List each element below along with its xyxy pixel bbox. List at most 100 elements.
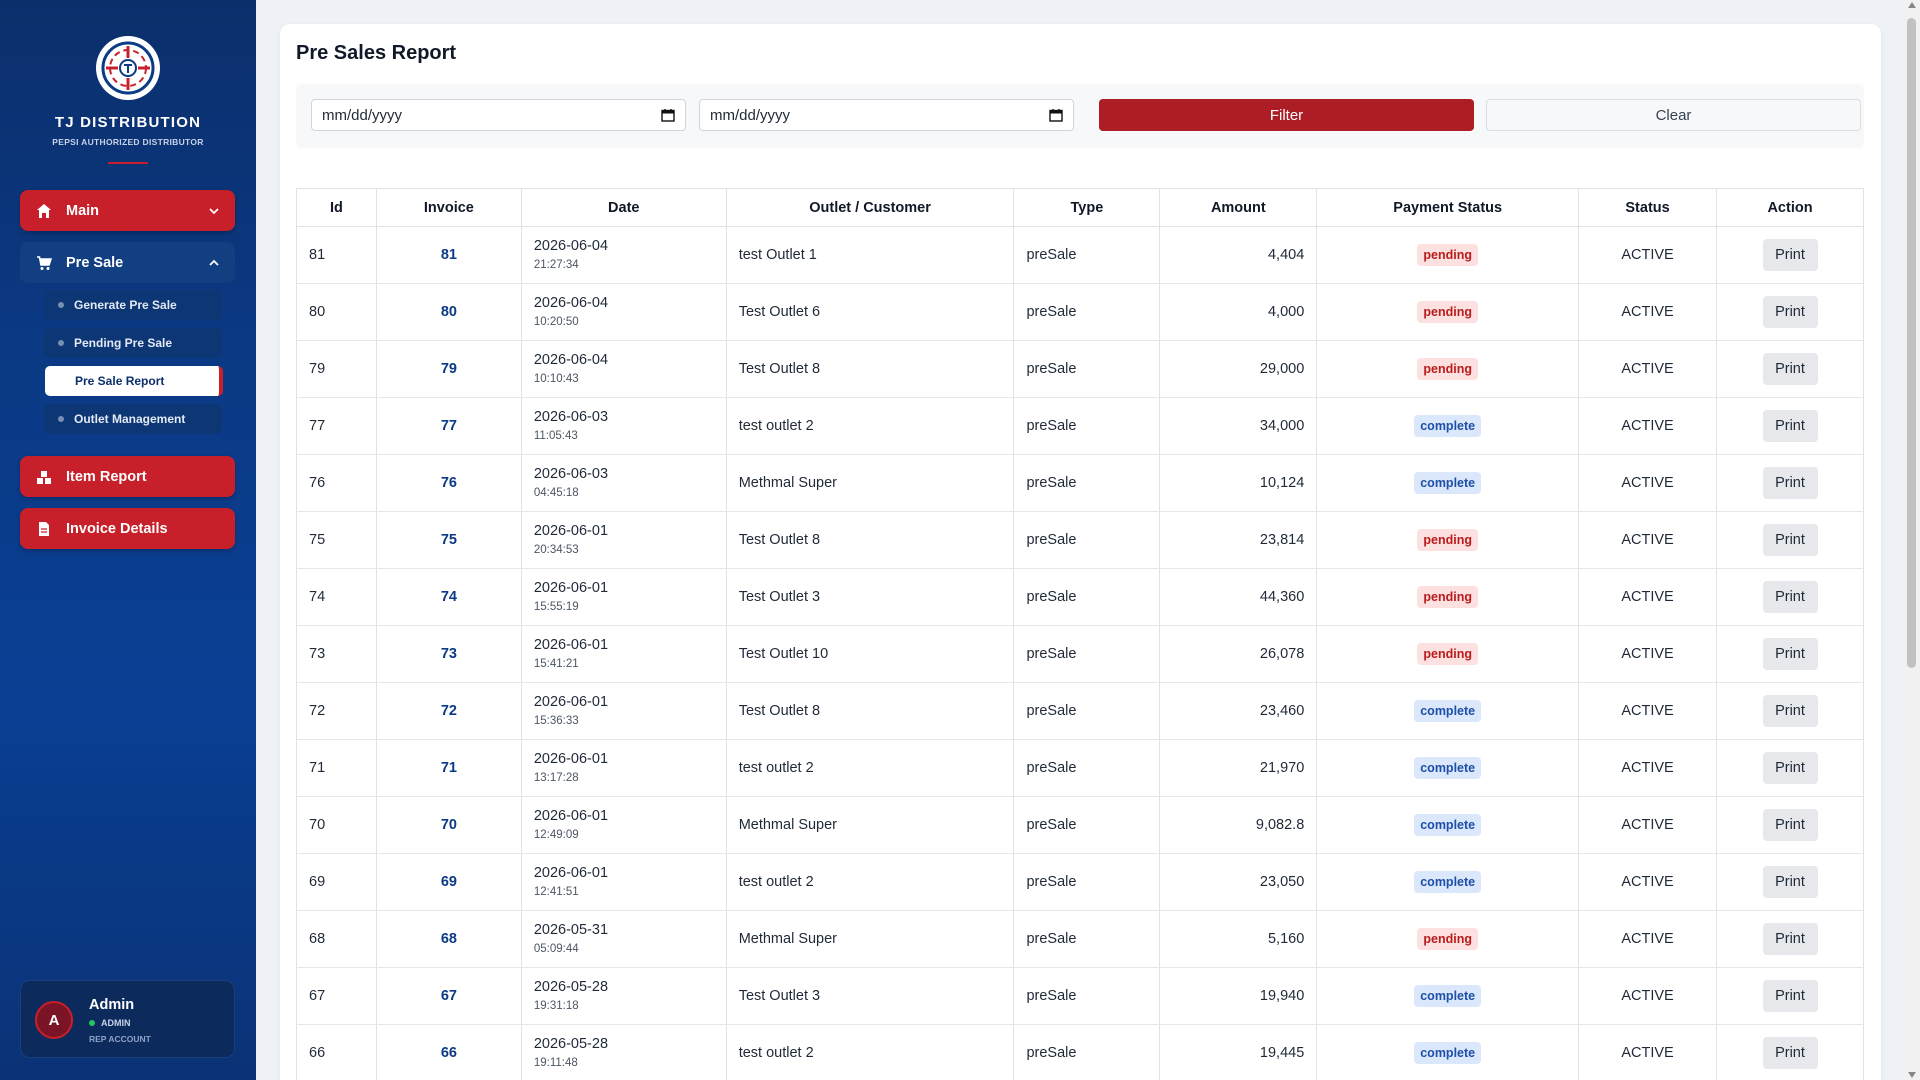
filter-button[interactable]: Filter — [1099, 99, 1474, 131]
cell-amount: 19,940 — [1159, 967, 1318, 1025]
cell-date-value: 2026-06-04 — [533, 352, 609, 368]
table-row: 70 70 2026-06-01 12:49:09 Methmal Super preSa… — [296, 796, 1864, 854]
page-title: Pre Sales Report — [296, 42, 457, 64]
cell-type: preSale — [1013, 454, 1161, 512]
cell-invoice[interactable]: 67 — [375, 967, 522, 1025]
from-date-input[interactable]: mm/dd/yyyy — [311, 99, 686, 131]
print-button[interactable]: Print — [1762, 467, 1818, 499]
payment-status-badge: pending — [1417, 244, 1478, 266]
cell-amount: 44,360 — [1159, 568, 1318, 626]
cell-type: preSale — [1013, 283, 1161, 341]
cell-amount: 9,082.8 — [1159, 796, 1318, 854]
cell-payment-status: pending — [1316, 568, 1580, 626]
scrollbar[interactable] — [1903, 0, 1920, 1080]
cell-invoice[interactable]: 79 — [375, 340, 522, 398]
cell-time-value: 12:41:51 — [533, 886, 579, 898]
cell-status: ACTIVE — [1578, 397, 1718, 455]
submenu-generate-pre-sale[interactable]: Generate Pre Sale — [44, 290, 222, 320]
submenu-outlet-management[interactable]: Outlet Management — [44, 404, 222, 434]
submenu-pre-sale-report[interactable]: Pre Sale Report — [45, 366, 223, 396]
print-button[interactable]: Print — [1762, 353, 1818, 385]
cell-outlet: test outlet 2 — [725, 397, 1015, 455]
table-row: 75 75 2026-06-01 20:34:53 Test Outlet 8 preSa… — [296, 511, 1864, 569]
nav-item-report[interactable]: Item Report — [20, 456, 235, 497]
print-button[interactable]: Print — [1762, 980, 1818, 1012]
cell-invoice[interactable]: 66 — [375, 1024, 522, 1080]
calendar-icon[interactable] — [661, 108, 675, 122]
pre-sales-table: Id Invoice Date Outlet / Customer Type A… — [296, 188, 1864, 1080]
cell-invoice[interactable]: 71 — [375, 739, 522, 797]
print-button[interactable]: Print — [1762, 410, 1818, 442]
cell-invoice[interactable]: 77 — [375, 397, 522, 455]
print-button[interactable]: Print — [1762, 1037, 1818, 1069]
print-button[interactable]: Print — [1762, 752, 1818, 784]
nav-invoice-details[interactable]: Invoice Details — [20, 508, 235, 549]
cell-amount: 23,460 — [1159, 682, 1318, 740]
cell-invoice[interactable]: 70 — [375, 796, 522, 854]
print-button[interactable]: Print — [1762, 296, 1818, 328]
cell-date: 2026-06-01 12:49:09 — [520, 796, 727, 854]
print-button[interactable]: Print — [1762, 581, 1818, 613]
print-button[interactable]: Print — [1762, 695, 1818, 727]
scroll-up-icon[interactable] — [1908, 2, 1916, 8]
print-button[interactable]: Print — [1762, 923, 1818, 955]
cell-invoice[interactable]: 81 — [375, 226, 522, 284]
cell-type: preSale — [1013, 853, 1161, 911]
cell-invoice[interactable]: 76 — [375, 454, 522, 512]
clear-button[interactable]: Clear — [1486, 99, 1861, 131]
user-role: ADMIN — [89, 1018, 131, 1028]
to-date-placeholder: mm/dd/yyyy — [710, 106, 791, 124]
from-date-placeholder: mm/dd/yyyy — [322, 106, 403, 124]
nav-item-report-label: Item Report — [66, 468, 147, 485]
cell-amount: 4,404 — [1159, 226, 1318, 284]
cell-type: preSale — [1013, 682, 1161, 740]
cell-invoice[interactable]: 69 — [375, 853, 522, 911]
cell-action: Print — [1716, 739, 1864, 797]
cell-date: 2026-06-03 04:45:18 — [520, 454, 727, 512]
cell-payment-status: complete — [1316, 967, 1580, 1025]
cell-id: 76 — [296, 454, 377, 512]
cell-invoice[interactable]: 80 — [375, 283, 522, 341]
to-date-input[interactable]: mm/dd/yyyy — [699, 99, 1074, 131]
cell-payment-status: pending — [1316, 625, 1580, 683]
cell-invoice[interactable]: 73 — [375, 625, 522, 683]
brand-name: TJ DISTRIBUTION — [54, 114, 202, 131]
cell-time-value: 15:55:19 — [533, 601, 579, 613]
cell-payment-status: complete — [1316, 739, 1580, 797]
cell-type: preSale — [1013, 796, 1161, 854]
nav-presale[interactable]: Pre Sale — [20, 242, 235, 283]
cell-outlet: test outlet 2 — [725, 853, 1015, 911]
online-status-icon — [89, 1020, 95, 1026]
cell-invoice[interactable]: 74 — [375, 568, 522, 626]
user-card[interactable]: A Admin ADMIN REP ACCOUNT — [20, 980, 235, 1058]
submenu-pending-pre-sale[interactable]: Pending Pre Sale — [44, 328, 222, 358]
cell-date-value: 2026-06-01 — [533, 808, 609, 824]
cell-id: 72 — [296, 682, 377, 740]
chevron-up-icon — [209, 258, 219, 268]
cell-time-value: 21:27:34 — [533, 259, 579, 271]
user-account: REP ACCOUNT — [89, 1034, 151, 1044]
brand-subtitle: PEPSI AUTHORIZED DISTRIBUTOR — [52, 137, 204, 147]
cell-type: preSale — [1013, 1024, 1161, 1080]
print-button[interactable]: Print — [1762, 638, 1818, 670]
cell-action: Print — [1716, 397, 1864, 455]
table-row: 67 67 2026-05-28 19:31:18 Test Outlet 3 preSa… — [296, 967, 1864, 1025]
cell-invoice[interactable]: 75 — [375, 511, 522, 569]
calendar-icon[interactable] — [1049, 108, 1063, 122]
cell-id: 73 — [296, 625, 377, 683]
print-button[interactable]: Print — [1762, 809, 1818, 841]
cell-time-value: 13:17:28 — [533, 772, 579, 784]
payment-status-badge: complete — [1414, 814, 1482, 836]
cell-date-value: 2026-06-01 — [533, 580, 609, 596]
cell-invoice[interactable]: 72 — [375, 682, 522, 740]
print-button[interactable]: Print — [1762, 866, 1818, 898]
scroll-down-icon[interactable] — [1908, 1072, 1916, 1078]
cell-action: Print — [1716, 340, 1864, 398]
scrollbar-thumb[interactable] — [1907, 18, 1916, 668]
cell-action: Print — [1716, 625, 1864, 683]
nav-main[interactable]: Main — [20, 190, 235, 231]
cell-invoice[interactable]: 68 — [375, 910, 522, 968]
print-button[interactable]: Print — [1762, 239, 1818, 271]
cell-action: Print — [1716, 226, 1864, 284]
print-button[interactable]: Print — [1762, 524, 1818, 556]
